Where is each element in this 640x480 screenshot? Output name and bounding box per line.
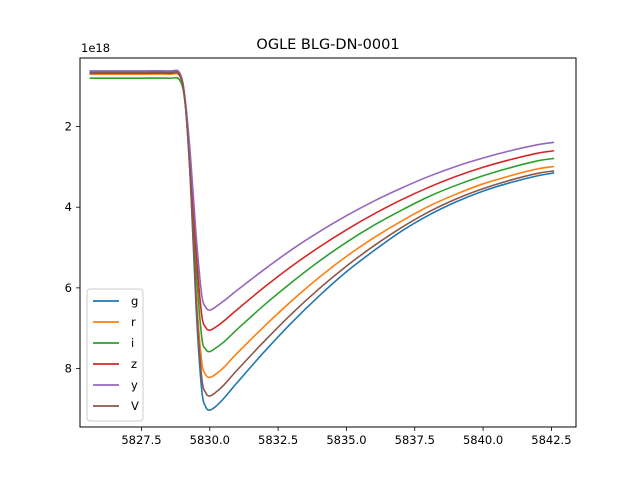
y-tick-label: 6 — [65, 281, 72, 295]
chart-title: OGLE BLG-DN-0001 — [256, 37, 399, 53]
y-offset-text: 1e18 — [81, 41, 110, 55]
plot-frame — [79, 57, 577, 428]
legend-label-g: g — [131, 294, 138, 308]
x-tick-label: 5842.5 — [531, 433, 571, 447]
series-lines — [89, 69, 555, 411]
x-tick-label: 5827.5 — [121, 433, 161, 447]
legend-label-V: V — [131, 399, 139, 413]
legend-label-r: r — [131, 315, 136, 329]
series-line-i — [89, 76, 555, 353]
legend-label-z: z — [131, 357, 137, 371]
x-axis: 5827.5 5830.0 5832.5 5835.0 5837.5 5840.0 5842… — [121, 427, 572, 447]
series-line-y — [89, 69, 555, 311]
x-tick-label: 5830.0 — [190, 433, 230, 447]
y-tick-label: 2 — [65, 120, 72, 134]
y-tick-label: 8 — [65, 362, 72, 376]
x-tick-label: 5832.5 — [258, 433, 298, 447]
x-tick-label: 5835.0 — [326, 433, 366, 447]
series-line-V — [89, 71, 555, 397]
legend-label-y: y — [131, 378, 138, 392]
y-tick-label: 4 — [65, 200, 72, 214]
x-tick-label: 5840.0 — [463, 433, 503, 447]
legend-label-i: i — [131, 336, 134, 350]
y-axis: 2 4 6 8 — [65, 120, 80, 376]
x-tick-label: 5837.5 — [395, 433, 435, 447]
